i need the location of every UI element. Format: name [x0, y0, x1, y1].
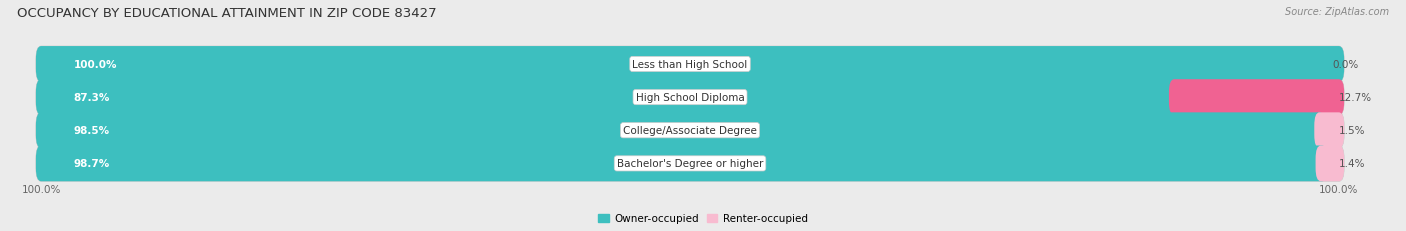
- FancyBboxPatch shape: [37, 47, 1344, 82]
- Text: 98.5%: 98.5%: [73, 126, 110, 136]
- Text: 98.7%: 98.7%: [73, 159, 110, 169]
- Legend: Owner-occupied, Renter-occupied: Owner-occupied, Renter-occupied: [595, 210, 811, 228]
- FancyBboxPatch shape: [37, 146, 1327, 182]
- Text: Bachelor's Degree or higher: Bachelor's Degree or higher: [617, 159, 763, 169]
- Text: 100.0%: 100.0%: [73, 60, 117, 70]
- FancyBboxPatch shape: [37, 80, 1344, 116]
- Text: OCCUPANCY BY EDUCATIONAL ATTAINMENT IN ZIP CODE 83427: OCCUPANCY BY EDUCATIONAL ATTAINMENT IN Z…: [17, 7, 436, 20]
- Text: 1.4%: 1.4%: [1339, 159, 1365, 169]
- Text: 87.3%: 87.3%: [73, 93, 110, 103]
- Text: 12.7%: 12.7%: [1339, 93, 1372, 103]
- FancyBboxPatch shape: [1315, 113, 1344, 149]
- FancyBboxPatch shape: [1168, 80, 1344, 116]
- Text: 0.0%: 0.0%: [1333, 60, 1358, 70]
- Text: College/Associate Degree: College/Associate Degree: [623, 126, 756, 136]
- FancyBboxPatch shape: [37, 146, 1344, 182]
- FancyBboxPatch shape: [37, 80, 1180, 116]
- FancyBboxPatch shape: [37, 113, 1324, 149]
- Text: Less than High School: Less than High School: [633, 60, 748, 70]
- FancyBboxPatch shape: [37, 47, 1344, 82]
- Text: 1.5%: 1.5%: [1339, 126, 1365, 136]
- Text: Source: ZipAtlas.com: Source: ZipAtlas.com: [1285, 7, 1389, 17]
- Text: High School Diploma: High School Diploma: [636, 93, 744, 103]
- FancyBboxPatch shape: [37, 113, 1344, 149]
- FancyBboxPatch shape: [1316, 146, 1344, 182]
